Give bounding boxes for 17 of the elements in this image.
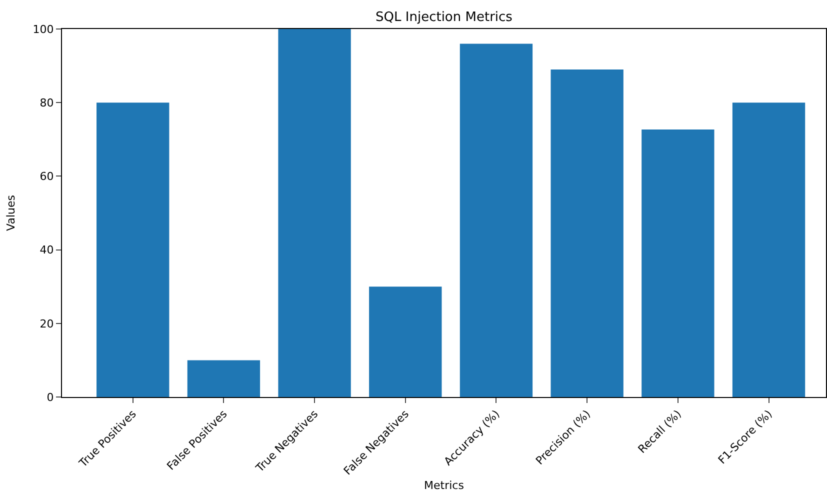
y-tick-label: 0	[46, 390, 54, 404]
bar	[732, 102, 806, 397]
y-axis-title: Values	[4, 194, 18, 231]
y-tick-label: 20	[40, 317, 54, 330]
bar	[369, 286, 442, 397]
y-tick-label: 80	[40, 96, 54, 110]
bar	[550, 69, 624, 397]
y-tick-label: 60	[40, 170, 54, 184]
bar	[96, 102, 170, 397]
bar	[642, 129, 714, 397]
x-axis-title: Metrics	[424, 478, 464, 492]
bar	[187, 360, 260, 397]
chart-title: SQL Injection Metrics	[376, 10, 513, 26]
y-tick-label: 100	[32, 22, 54, 36]
bar	[460, 44, 533, 397]
bar	[278, 29, 351, 397]
y-tick-label: 40	[40, 244, 54, 257]
